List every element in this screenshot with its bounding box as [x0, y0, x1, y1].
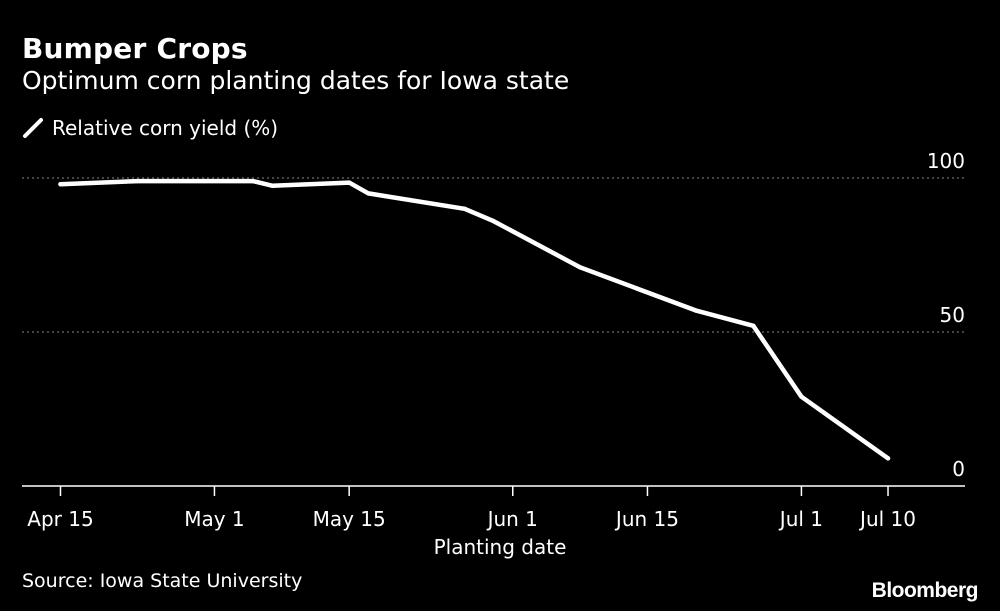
x-tick-label: Apr 15 [27, 507, 93, 531]
data-point [366, 191, 371, 196]
bloomberg-logo: Bloomberg [871, 579, 979, 602]
x-tick-label: Jun 1 [486, 507, 538, 531]
series-line-relative-corn-yield [58, 178, 891, 461]
x-axis-label: Planting date [434, 535, 567, 559]
legend: Relative corn yield (%) [22, 116, 278, 140]
data-point [346, 180, 352, 185]
source-note: Source: Iowa State University [22, 570, 303, 592]
y-tick-label: 50 [940, 303, 965, 327]
data-point [577, 265, 583, 270]
chart-title: Bumper Crops [22, 32, 248, 65]
data-point [751, 323, 756, 329]
y-axis-ticks: 0 50 100 [927, 149, 965, 481]
data-point [462, 206, 467, 211]
data-point [135, 178, 140, 184]
chart-subtitle: Optimum corn planting dates for Iowa sta… [22, 66, 570, 95]
y-tick-label: 0 [952, 457, 965, 481]
data-point [250, 178, 256, 184]
x-axis-ticks: Apr 15 May 1 May 15 Jun 1 Jun 15 Jul 1 Jul 10 [27, 486, 916, 531]
data-point [491, 218, 496, 224]
data-point [799, 394, 804, 399]
series-points [58, 178, 891, 461]
data-point [58, 181, 63, 187]
x-tick-label: May 1 [184, 507, 244, 531]
x-tick-label: Jun 15 [614, 507, 679, 531]
data-point [693, 308, 698, 313]
data-point [269, 183, 275, 188]
x-tick-label: Jul 10 [858, 507, 916, 531]
x-tick-label: Jul 1 [778, 507, 823, 531]
legend-line-icon [23, 118, 43, 138]
legend-label: Relative corn yield (%) [52, 116, 279, 140]
y-tick-label: 100 [927, 149, 965, 173]
data-point [202, 178, 208, 184]
gridlines [22, 177, 965, 333]
x-tick-label: May 15 [313, 507, 386, 531]
data-point [885, 456, 891, 461]
